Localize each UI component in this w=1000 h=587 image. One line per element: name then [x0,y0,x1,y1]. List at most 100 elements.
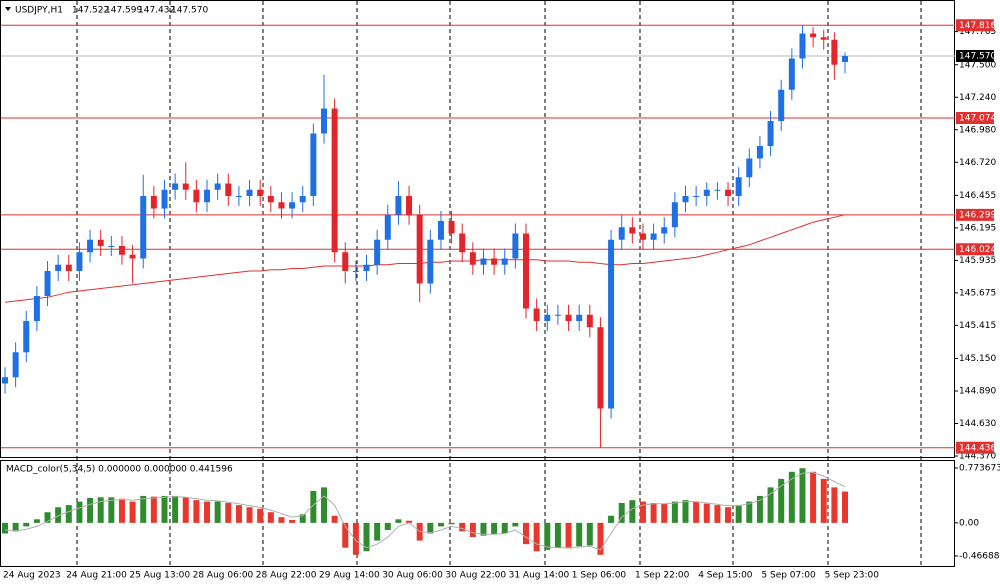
macd-bar [246,507,253,523]
candle-body [416,214,423,284]
header-value: 147.570 [171,6,208,16]
macd-bar [204,501,211,523]
macd-bar [501,522,508,534]
candle-body [246,189,253,196]
macd-bar [459,522,466,532]
macd-bar [129,501,136,523]
macd-bar [576,522,583,547]
macd-bar [278,517,285,523]
macd-bar [512,522,519,527]
macd-bar [469,522,476,538]
candle-body [342,252,349,271]
candle-body [554,314,561,316]
y-tick-label: 144.890 [959,387,996,397]
candle-body [193,189,200,203]
current-price-label: 147.570 [959,52,996,62]
candle-body [735,177,742,196]
menu-arrow[interactable] [5,7,11,11]
candle-body [682,196,689,203]
candle-body [693,196,700,197]
y-tick-label: 145.935 [959,256,996,266]
candle-body [608,239,615,409]
macd-bar [523,522,530,545]
level-label: 147.074 [959,114,996,124]
candle-body [788,58,795,90]
y-tick-label: 147.765 [959,27,996,37]
candle-body [544,314,551,321]
macd-bar [682,500,689,523]
macd-bar [799,468,806,523]
y-tick-label: 145.675 [959,288,996,298]
macd-bar [629,500,636,523]
candle-body [842,56,848,62]
macd-pane [0,460,955,567]
candle-body [565,314,572,321]
candle-body [161,189,168,209]
candle-body [703,189,710,196]
candle-body [746,158,753,178]
macd-bar [448,522,455,525]
candle-body [459,233,466,253]
candle-body [44,271,51,296]
level-tag [956,112,994,124]
candle-body [278,202,285,209]
candle-body [374,239,381,265]
macd-bar [310,490,317,523]
macd-bar [108,497,115,523]
level-label: 146.299 [959,210,996,220]
macd-bar [437,522,444,527]
y-tick-label: 144.630 [959,419,996,429]
candle-body [235,196,242,197]
macd-bar [65,505,72,523]
macd-bar [671,501,678,523]
candle-body [491,258,498,265]
candle-body [331,108,338,253]
candle-body [352,271,359,272]
candle-body [12,352,19,378]
candle-body [671,202,678,228]
candle-body [172,183,179,190]
candle-body [597,327,604,409]
candle-body [204,189,211,203]
y-tick-label: 146.455 [959,191,996,201]
candle-body [576,314,583,321]
macd-bar [352,522,359,555]
candle-body [118,246,125,255]
x-tick-label: 24 Aug 2023 [3,571,61,581]
macd-bar [767,487,774,523]
y-tick-label: 146.195 [959,223,996,233]
candle-body [427,239,434,284]
y-tick-label: 145.415 [959,321,996,331]
candle-body [33,296,40,321]
macd-bar [33,519,40,523]
candle-body [395,196,402,215]
y-tick-label: 146.980 [959,125,996,135]
candle-body [87,239,94,253]
macd-bar [225,503,232,523]
candle-body [629,227,636,234]
macd-bar [161,495,168,523]
macd-bar [12,522,19,532]
macd-bar [235,505,242,523]
y-tick-label: 147.240 [959,93,996,103]
moving-average [4,214,846,303]
macd-bar [480,522,487,536]
x-tick-label: 4 Sep 15:00 [698,571,753,581]
level-label: 146.024 [959,245,996,255]
chart-title: USDJPY,H1 [15,6,63,16]
candle-body [320,108,327,134]
macd-bar [650,503,657,523]
macd-bar [735,505,742,523]
macd-bar [714,505,721,523]
candle-body [501,258,508,265]
time-grid [76,1,922,566]
candle-body [363,264,370,271]
level-tag [956,243,994,256]
candle-body [299,196,306,203]
candle-body [799,33,806,59]
macd-bar [267,512,274,523]
x-tick-label: 5 Sep 23:00 [825,571,880,581]
level-label: 147.816 [959,21,996,31]
x-tick-label: 30 Aug 22:00 [445,571,506,581]
